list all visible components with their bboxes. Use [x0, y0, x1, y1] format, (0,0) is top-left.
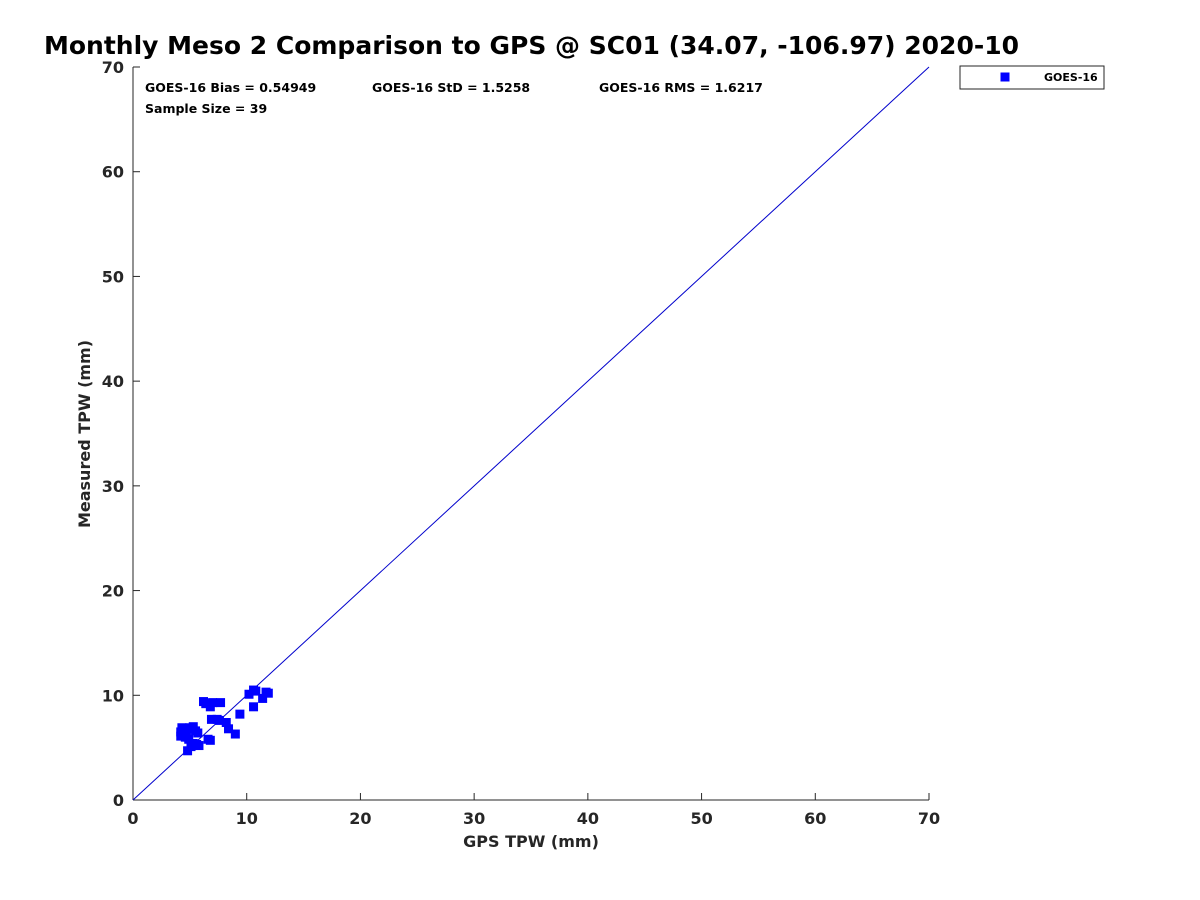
- y-tick-label: 0: [113, 791, 124, 810]
- data-point: [214, 715, 224, 725]
- data-point: [208, 698, 218, 708]
- data-points: [176, 685, 273, 756]
- data-point: [263, 688, 273, 698]
- std-stat: GOES-16 StD = 1.5258: [372, 80, 530, 95]
- x-axis-label: GPS TPW (mm): [463, 832, 599, 851]
- y-axis-label: Measured TPW (mm): [75, 340, 94, 528]
- data-point: [244, 689, 254, 699]
- data-point: [216, 698, 226, 708]
- x-tick-label: 40: [577, 809, 599, 828]
- x-tick-label: 20: [349, 809, 371, 828]
- legend-box: [959, 65, 1105, 90]
- y-tick-label: 20: [102, 582, 124, 601]
- data-point: [194, 741, 204, 751]
- sample-size-stat: Sample Size = 39: [145, 101, 267, 116]
- data-point: [201, 699, 211, 709]
- x-tick-label: 60: [804, 809, 826, 828]
- data-point: [205, 735, 215, 745]
- one-to-one-line: [132, 66, 930, 801]
- y-tick-label: 40: [102, 372, 124, 391]
- data-point: [193, 728, 203, 738]
- x-tick-label: 30: [463, 809, 485, 828]
- data-point: [224, 724, 234, 734]
- data-point: [251, 686, 261, 696]
- x-tick-label: 10: [236, 809, 258, 828]
- x-ticks: 0 10 20 30 40 50 60 70: [127, 793, 940, 828]
- x-tick-label: 70: [918, 809, 940, 828]
- legend-label-goes16: GOES-16: [1044, 71, 1098, 84]
- stats-annotations: GOES-16 Bias = 0.54949 GOES-16 StD = 1.5…: [145, 80, 763, 116]
- data-point: [221, 718, 231, 728]
- data-point: [230, 729, 240, 739]
- rms-stat: GOES-16 RMS = 1.6217: [599, 80, 763, 95]
- y-tick-label: 70: [102, 58, 124, 77]
- bias-stat: GOES-16 Bias = 0.54949: [145, 80, 316, 95]
- legend: GOES-16: [959, 65, 1105, 90]
- x-tick-label: 0: [127, 809, 138, 828]
- data-point: [249, 702, 259, 712]
- y-tick-label: 60: [102, 163, 124, 182]
- y-tick-label: 30: [102, 477, 124, 496]
- chart-title: Monthly Meso 2 Comparison to GPS @ SC01 …: [44, 31, 1019, 60]
- y-tick-label: 50: [102, 267, 124, 286]
- data-point: [235, 709, 245, 719]
- legend-marker-goes16: [1000, 72, 1010, 82]
- data-point: [184, 734, 194, 744]
- data-point: [206, 714, 216, 724]
- y-tick-label: 10: [102, 686, 124, 705]
- y-ticks: 0 10 20 30 40 50 60 70: [102, 58, 140, 810]
- data-point: [258, 693, 268, 703]
- plot-area: 0 10 20 30 40 50 60 70 0 10 20 30 40 50 60 70: [102, 58, 940, 828]
- x-tick-label: 50: [690, 809, 712, 828]
